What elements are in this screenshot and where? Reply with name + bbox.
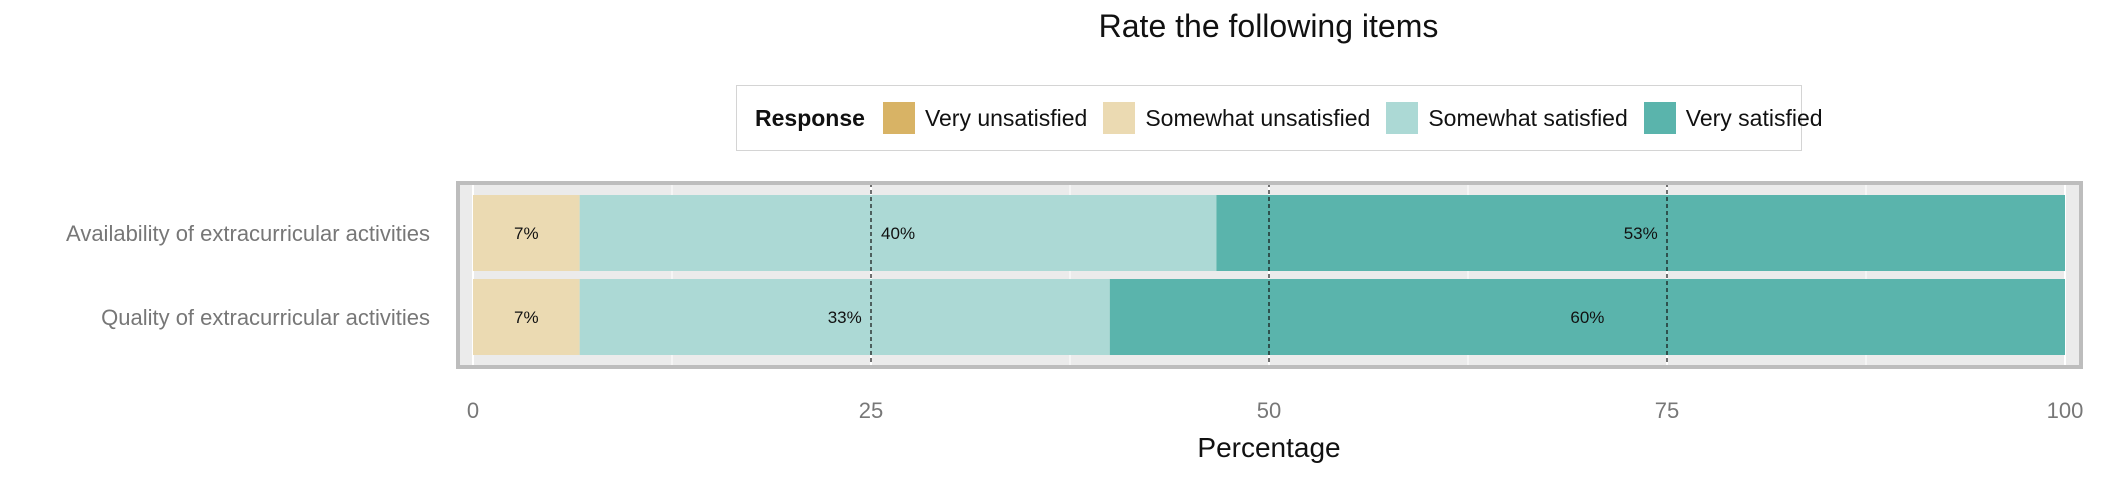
bar-somewhat-unsatisfied [473,279,580,355]
legend: Response Very unsatisfied Somewhat unsat… [736,85,1823,151]
chart-title: Rate the following items [1098,8,1439,44]
panel-border [456,181,2083,369]
legend-title: Response [755,104,865,131]
legend-label: Very satisfied [1685,104,1823,131]
legend-swatch [1643,102,1676,134]
bar-very-satisfied [1216,195,2065,271]
x-tick-label: 50 [1257,398,1281,423]
legend-swatch [882,102,915,134]
x-axis-title: Percentage [1197,432,1340,463]
legend-item-somewhat-unsatisfied: Somewhat unsatisfied [1103,102,1370,134]
data-label: 40% [881,224,915,243]
category-label: Availability of extracurricular activiti… [66,221,430,246]
legend-item-somewhat-satisfied: Somewhat satisfied [1386,102,1628,134]
data-label: 7% [514,224,539,243]
legend-item-very-unsatisfied: Very unsatisfied [882,102,1088,134]
data-label: 33% [828,308,862,327]
data-label: 7% [514,308,539,327]
x-tick-label: 0 [467,398,479,423]
legend-item-very-satisfied: Very satisfied [1643,102,1823,134]
bar-somewhat-satisfied [579,279,1110,355]
legend-swatch [1386,102,1419,134]
legend-swatch [1103,102,1136,134]
category-label: Quality of extracurricular activities [101,305,430,330]
bar-somewhat-satisfied [579,195,1217,271]
legend-label: Somewhat satisfied [1428,104,1628,131]
x-tick-label: 75 [1655,398,1679,423]
x-tick-label: 25 [859,398,883,423]
bar-somewhat-unsatisfied [473,195,580,271]
data-label: 60% [1570,308,1604,327]
x-tick-label: 100 [2047,398,2084,423]
data-label: 53% [1624,224,1658,243]
legend-label: Very unsatisfied [924,104,1088,131]
legend-label: Somewhat unsatisfied [1145,104,1371,131]
